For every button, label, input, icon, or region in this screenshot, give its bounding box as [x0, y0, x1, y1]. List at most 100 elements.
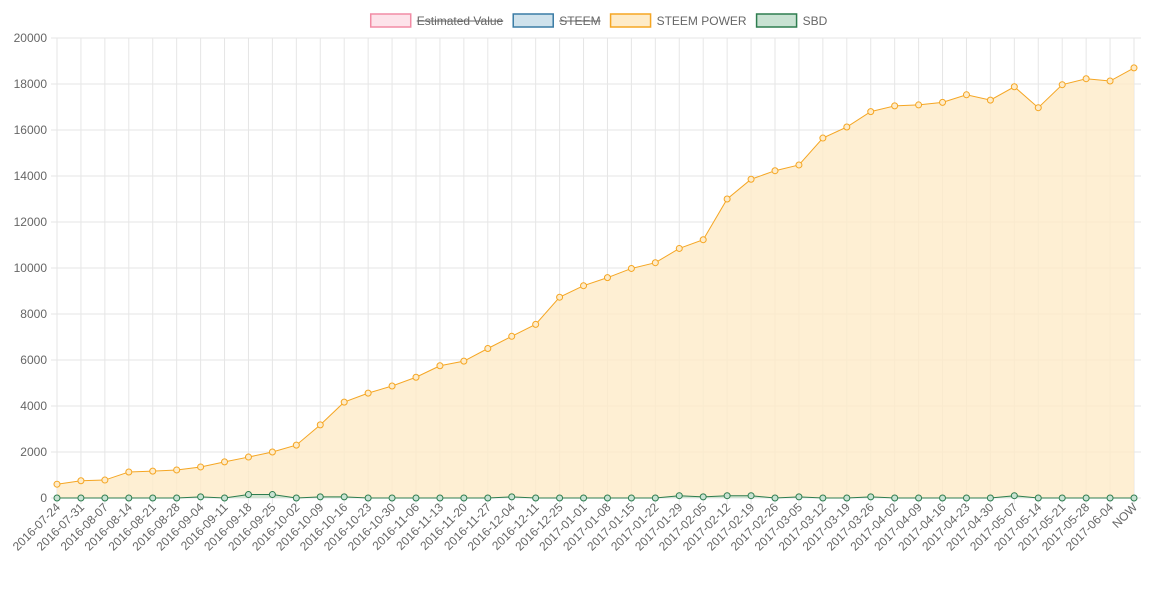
data-point	[149, 467, 157, 475]
data-point	[795, 161, 803, 169]
data-point	[221, 458, 229, 466]
data-point	[939, 98, 947, 106]
data-point	[149, 494, 157, 502]
data-point	[460, 357, 468, 365]
data-point	[532, 494, 540, 502]
x-tick-label: NOW	[1109, 500, 1140, 531]
series-line	[57, 494, 1134, 499]
legend-label: STEEM POWER	[657, 14, 747, 28]
legend-item: STEEM POWER	[609, 13, 747, 28]
legend-item: Estimated Value	[369, 13, 504, 28]
legend-swatch	[755, 13, 798, 28]
data-point	[747, 175, 755, 183]
data-point	[77, 494, 85, 502]
data-point	[244, 491, 252, 499]
data-point	[484, 345, 492, 352]
data-point	[556, 293, 564, 301]
data-point	[723, 492, 731, 500]
data-point	[436, 362, 444, 370]
data-point	[1106, 77, 1114, 85]
data-point	[1010, 83, 1018, 91]
data-point	[891, 102, 899, 110]
data-point	[197, 493, 205, 501]
y-tick-label: 18000	[14, 77, 48, 91]
data-point	[412, 494, 420, 502]
data-point	[268, 491, 276, 499]
data-point	[1130, 494, 1138, 502]
data-point	[1082, 75, 1090, 83]
data-point	[962, 494, 970, 502]
data-point	[1106, 494, 1114, 502]
data-point	[747, 492, 755, 500]
data-point	[460, 494, 468, 502]
data-point	[292, 494, 300, 502]
data-point	[1034, 494, 1042, 502]
data-point	[962, 91, 970, 99]
legend-item: SBD	[755, 13, 828, 28]
series-area	[57, 67, 1134, 499]
data-point	[436, 494, 444, 502]
data-point	[101, 476, 109, 484]
data-point	[556, 494, 564, 502]
data-point	[627, 494, 635, 502]
data-point	[77, 477, 85, 485]
data-point	[508, 493, 516, 501]
data-point	[125, 468, 133, 476]
y-tick-label: 16000	[14, 123, 48, 137]
data-point	[651, 494, 659, 502]
y-tick-label: 8000	[20, 307, 47, 321]
data-point	[412, 373, 420, 381]
y-tick-label: 10000	[14, 261, 48, 275]
y-tick-label: 0	[40, 491, 47, 505]
data-point	[1130, 64, 1138, 72]
data-point	[316, 421, 324, 429]
data-point	[986, 96, 994, 104]
data-point	[699, 236, 707, 244]
data-point	[651, 259, 659, 267]
data-point	[292, 441, 300, 449]
data-point	[675, 244, 683, 252]
data-point	[867, 493, 875, 501]
data-point	[1034, 104, 1042, 112]
data-point	[819, 494, 827, 502]
data-point	[101, 494, 109, 502]
data-point	[125, 494, 133, 502]
legend: Estimated Value STEEM STEEM POWER SBD	[369, 13, 828, 28]
data-point	[197, 463, 205, 471]
y-tick-label: 2000	[20, 445, 47, 459]
data-point	[316, 493, 324, 501]
data-point	[843, 494, 851, 502]
data-point	[1082, 494, 1090, 502]
data-point	[627, 264, 635, 272]
data-point	[1058, 81, 1066, 89]
data-point	[580, 494, 588, 502]
data-point	[173, 466, 181, 474]
data-point	[603, 274, 611, 282]
data-point	[843, 123, 851, 131]
data-point	[795, 493, 803, 501]
data-point	[173, 494, 181, 502]
y-tick-label: 12000	[14, 215, 48, 229]
data-point	[340, 493, 348, 501]
data-point	[532, 320, 540, 328]
data-point	[508, 332, 516, 340]
data-point	[699, 493, 707, 501]
data-point	[1010, 492, 1018, 500]
legend-item: STEEM	[512, 13, 601, 28]
data-point	[53, 480, 61, 488]
data-point	[939, 494, 947, 502]
data-point	[891, 494, 899, 502]
legend-label: SBD	[803, 14, 828, 28]
data-point	[819, 134, 827, 142]
data-point	[771, 167, 779, 175]
data-point	[723, 195, 731, 203]
data-point	[221, 494, 229, 502]
data-point	[388, 382, 396, 390]
data-point	[388, 494, 396, 502]
series-line	[56, 67, 1135, 485]
y-tick-label: 4000	[20, 399, 47, 413]
y-tick-label: 6000	[20, 353, 47, 367]
data-point	[986, 494, 994, 502]
y-tick-label: 20000	[14, 31, 48, 45]
